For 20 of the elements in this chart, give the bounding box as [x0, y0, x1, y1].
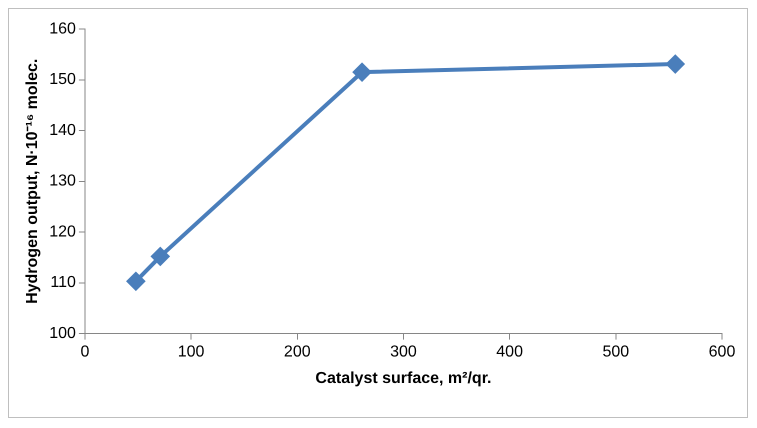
y-tick-label: 130	[49, 172, 76, 190]
x-tick-label: 100	[178, 344, 205, 361]
x-tick-label: 500	[602, 344, 630, 361]
y-tick-label: 110	[50, 274, 76, 292]
y-tick-label: 100	[49, 325, 76, 342]
y-tick-label: 150	[49, 71, 76, 88]
x-tick-label: 300	[390, 344, 417, 361]
y-tick-label: 160	[49, 20, 76, 38]
y-axis-title: Hydrogen output, N·10⁻¹⁶ molec.	[24, 58, 42, 304]
point	[126, 272, 145, 290]
point	[666, 55, 684, 74]
point	[151, 247, 170, 266]
y-tick-label: 120	[49, 223, 76, 240]
x-tick-label: 200	[284, 344, 311, 361]
x-axis-title: Catalyst surface, m²/qr.	[315, 370, 492, 387]
x-tick-label: 0	[80, 344, 90, 361]
x-tick-label: 600	[708, 344, 736, 361]
x-tick-label: 400	[496, 344, 524, 361]
y-tick-label: 140	[49, 122, 76, 139]
point	[353, 63, 372, 82]
